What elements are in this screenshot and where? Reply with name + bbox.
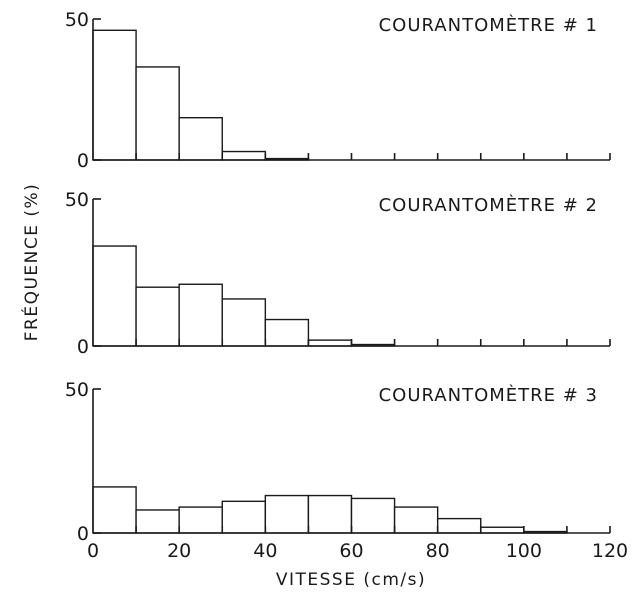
histogram-bar bbox=[393, 506, 439, 534]
histogram-bar bbox=[350, 497, 396, 534]
histogram-bar bbox=[436, 517, 482, 534]
panel-title: COURANTOMÈTRE # 1 bbox=[379, 14, 598, 36]
histogram-bar bbox=[221, 150, 267, 161]
panel-title: COURANTOMÈTRE # 2 bbox=[379, 194, 598, 216]
y-tick-label: 0 bbox=[77, 336, 89, 358]
histogram-bar bbox=[307, 339, 353, 347]
x-tick-label: 120 bbox=[592, 540, 628, 562]
histogram-bar bbox=[178, 506, 223, 534]
y-tick-label: 0 bbox=[77, 523, 89, 545]
histogram-panel-2: 0 50 COURANTOMÈTRE # 2 bbox=[65, 189, 611, 358]
y-tick-label: 0 bbox=[77, 150, 89, 172]
y-tick-label: 50 bbox=[65, 379, 89, 401]
histogram-bar bbox=[264, 494, 310, 534]
y-axis-label: FRÉQUENCE (%) bbox=[20, 183, 42, 342]
x-tick-label: 60 bbox=[339, 540, 363, 562]
x-tick-label: 0 bbox=[87, 540, 99, 562]
histogram-bar bbox=[178, 283, 223, 347]
histogram-bar bbox=[92, 486, 137, 534]
histogram-bar bbox=[307, 494, 353, 534]
histogram-bar bbox=[178, 116, 223, 161]
histogram-bar bbox=[135, 66, 180, 161]
x-tick-label: 20 bbox=[167, 540, 191, 562]
histogram-bar bbox=[92, 29, 137, 161]
panel-title: COURANTOMÈTRE # 3 bbox=[379, 384, 598, 406]
histogram-bar bbox=[480, 526, 525, 534]
x-tick-label: 40 bbox=[253, 540, 277, 562]
histogram-bar bbox=[264, 318, 310, 347]
histogram-panel-1: 0 50 COURANTOMÈTRE # 1 bbox=[65, 9, 611, 172]
x-tick-label: 100 bbox=[506, 540, 542, 562]
y-tick-label: 50 bbox=[65, 9, 89, 31]
histogram-bar bbox=[135, 509, 180, 534]
histogram-panel-3: 0 50 COURANTOMÈTRE # 3 bbox=[65, 379, 611, 545]
histogram-bar bbox=[135, 286, 180, 347]
x-axis-label: VITESSE (cm/s) bbox=[276, 570, 426, 590]
histogram-bar bbox=[221, 298, 267, 347]
histogram-bar bbox=[221, 500, 267, 534]
histogram-bar bbox=[92, 245, 137, 347]
y-tick-label: 50 bbox=[65, 189, 89, 211]
x-tick-label: 80 bbox=[426, 540, 450, 562]
